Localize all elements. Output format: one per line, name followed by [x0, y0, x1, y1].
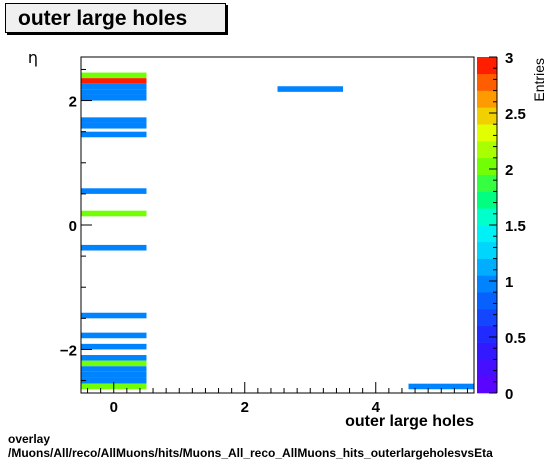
color-scale-bin — [477, 342, 497, 360]
heatmap-cell — [81, 94, 147, 101]
color-scale-bin — [477, 141, 497, 159]
footer-line-1: overlay — [8, 432, 51, 446]
color-scale-bin — [477, 57, 497, 75]
y-axis-label: η — [28, 48, 38, 67]
color-scale-bin — [477, 174, 497, 192]
heatmap-cell — [81, 89, 147, 95]
heatmap-cell — [81, 332, 147, 339]
heatmap-cells — [81, 72, 474, 390]
chart-title: outer large holes — [5, 3, 226, 33]
color-scale: 0 0.5 1 1.5 2 2.5 3 — [477, 50, 526, 403]
color-scale-bin — [477, 359, 497, 377]
x-tick-label: 2 — [241, 399, 249, 416]
color-scale-bin — [477, 107, 497, 125]
heatmap-cell — [277, 86, 343, 92]
color-scale-bin — [477, 157, 497, 175]
color-scale-label: 0 — [505, 386, 513, 403]
heatmap-cell — [81, 78, 147, 84]
color-scale-label: 1.5 — [505, 218, 526, 235]
heatmap-cell — [81, 355, 147, 361]
heatmap-cell — [81, 210, 147, 217]
color-scale-bin — [477, 73, 497, 91]
heatmap-cell — [81, 188, 147, 194]
heatmap-cell — [81, 343, 147, 350]
x-tick-label: 0 — [110, 399, 118, 416]
color-scale-label: 2 — [505, 162, 513, 179]
heatmap-cell — [81, 83, 147, 90]
heatmap-cell — [81, 377, 147, 384]
heatmap-cell — [81, 72, 147, 79]
color-scale-bin — [477, 241, 497, 259]
heatmap-cell — [408, 383, 474, 390]
heatmap-cell — [81, 244, 147, 251]
heatmap-cell — [81, 366, 147, 372]
color-scale-bin — [477, 275, 497, 293]
heatmap-cell — [81, 371, 147, 378]
color-scale-bin — [477, 90, 497, 108]
color-scale-label: 0.5 — [505, 330, 526, 347]
color-scale-bin — [477, 191, 497, 209]
color-scale-bin — [477, 258, 497, 276]
heatmap-cell — [81, 312, 147, 319]
heatmap-cell — [81, 131, 147, 138]
y-tick-label: 0 — [69, 218, 77, 235]
x-axis-label: outer large holes — [345, 413, 474, 430]
color-scale-bin — [477, 124, 497, 142]
heatmap-cell — [81, 117, 147, 123]
y-tick-label: 2 — [69, 94, 77, 111]
heatmap-cell — [81, 360, 147, 367]
color-scale-bin — [477, 208, 497, 226]
footer-line-2: /Muons/All/reco/AllMuons/hits/Muons_All_… — [8, 446, 493, 460]
heatmap-cell — [81, 122, 147, 129]
color-scale-bin — [477, 325, 497, 343]
color-scale-bin — [477, 225, 497, 243]
color-scale-bin — [477, 309, 497, 327]
y-axis: −2 0 2 — [60, 68, 92, 382]
x-axis: 0 2 4 — [87, 382, 468, 416]
color-scale-bin — [477, 292, 497, 310]
y-tick-label: −2 — [60, 342, 77, 359]
z-axis-label: Entries — [531, 58, 546, 102]
x-tick-label: 4 — [372, 399, 381, 416]
color-scale-label: 1 — [505, 274, 513, 291]
color-scale-bin — [477, 376, 497, 394]
plot-frame — [80, 56, 475, 394]
color-scale-label: 2.5 — [505, 106, 526, 123]
color-scale-label: 3 — [505, 50, 513, 67]
